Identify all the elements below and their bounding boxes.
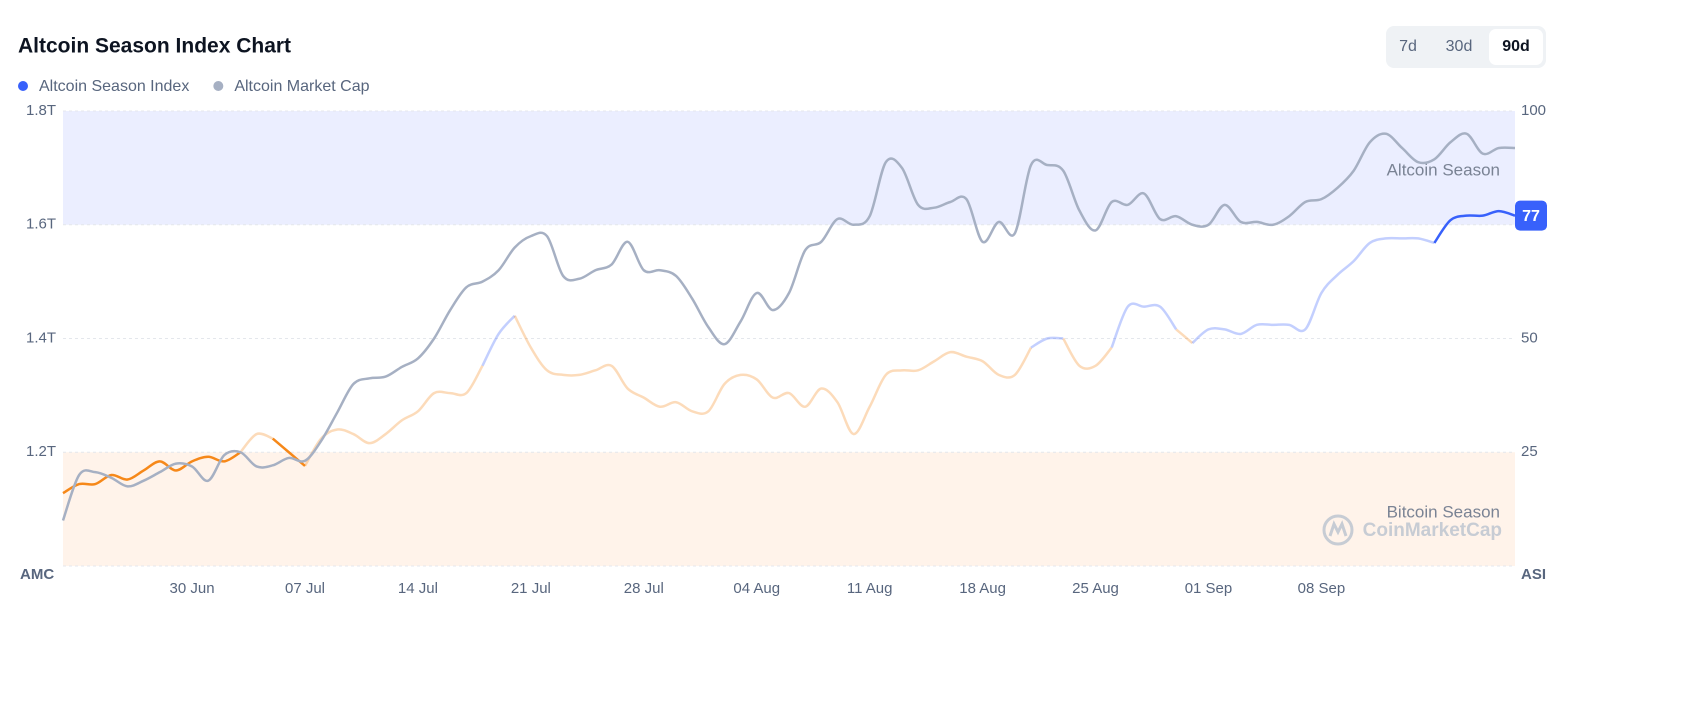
y2-axis-label: ASI [1521,566,1546,583]
x-tick-label: 08 Sep [1298,580,1346,597]
y-tick-label: 1.2T [26,443,56,460]
y-tick-label: 1.6T [26,216,56,233]
y-tick-label: 1.4T [26,329,56,346]
last-value-badge [1515,200,1547,231]
x-tick-label: 30 Jun [170,580,215,597]
line-series [271,437,306,467]
y-axis-label: AMC [20,566,54,583]
line-series [1433,209,1516,244]
season-label: Altcoin Season [1387,160,1500,179]
watermark: CoinMarketCap [1363,520,1502,541]
season-band [63,111,1515,225]
range-button[interactable]: 7d [1399,38,1417,55]
x-tick-label: 14 Jul [398,580,438,597]
line-series [1175,328,1194,345]
y2-tick-label: 100 [1521,102,1546,119]
season-band [63,452,1515,566]
x-tick-label: 01 Sep [1185,580,1233,597]
legend-label: Altcoin Market Cap [234,78,369,95]
legend-label: Altcoin Season Index [39,78,189,95]
chart-title: Altcoin Season Index Chart [18,35,291,58]
watermark-logo [1322,514,1354,546]
x-tick-label: 11 Aug [847,580,893,597]
line-series [1062,337,1113,370]
line-series [1191,236,1435,345]
line-series [303,365,484,467]
x-tick-label: 04 Aug [733,580,780,597]
range-button[interactable]: 90d [1502,38,1530,55]
x-tick-label: 18 Aug [959,580,1006,597]
range-button-active[interactable] [1489,29,1543,65]
last-value-label: 77 [1522,208,1540,225]
line-series [513,315,1033,436]
line-series [239,432,274,454]
line-series [1110,302,1178,349]
x-tick-label: 25 Aug [1072,580,1119,597]
season-label: Bitcoin Season [1387,502,1500,521]
x-tick-label: 28 Jul [624,580,664,597]
line-series [1030,336,1064,349]
y-tick-label: 1.8T [26,102,56,119]
line-series [61,132,1516,521]
line-series [62,451,242,495]
legend-marker [213,81,224,91]
y2-tick-label: 25 [1521,443,1538,460]
x-tick-label: 07 Jul [285,580,325,597]
legend-marker [18,81,28,91]
line-series [481,314,516,367]
x-tick-label: 21 Jul [511,580,551,597]
range-button[interactable]: 30d [1446,38,1473,55]
y2-tick-label: 50 [1521,329,1538,346]
